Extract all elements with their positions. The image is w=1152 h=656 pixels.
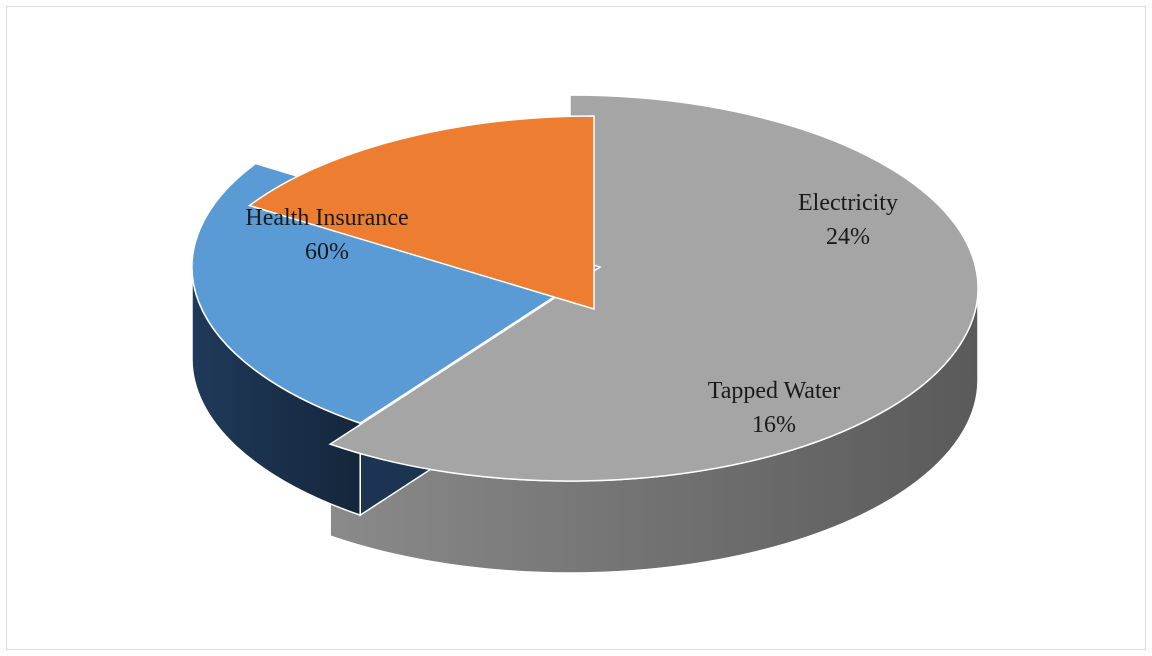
pie-top-layer <box>191 94 979 482</box>
electricity-percent: 24% <box>826 224 870 250</box>
health-insurance-percent: 60% <box>305 239 349 265</box>
tapped-water-slice <box>247 115 595 311</box>
electricity-slice <box>191 162 602 424</box>
electricity-label: Electricity <box>798 190 898 216</box>
pie-label-layer: Health Insurance 60% Electricity 24% Tapped … <box>245 190 898 438</box>
tapped-water-label: Tapped Water <box>708 378 841 404</box>
health-insurance-slice <box>328 94 979 482</box>
health-insurance-label: Health Insurance <box>245 205 408 231</box>
tapped-water-percent: 16% <box>752 412 796 438</box>
